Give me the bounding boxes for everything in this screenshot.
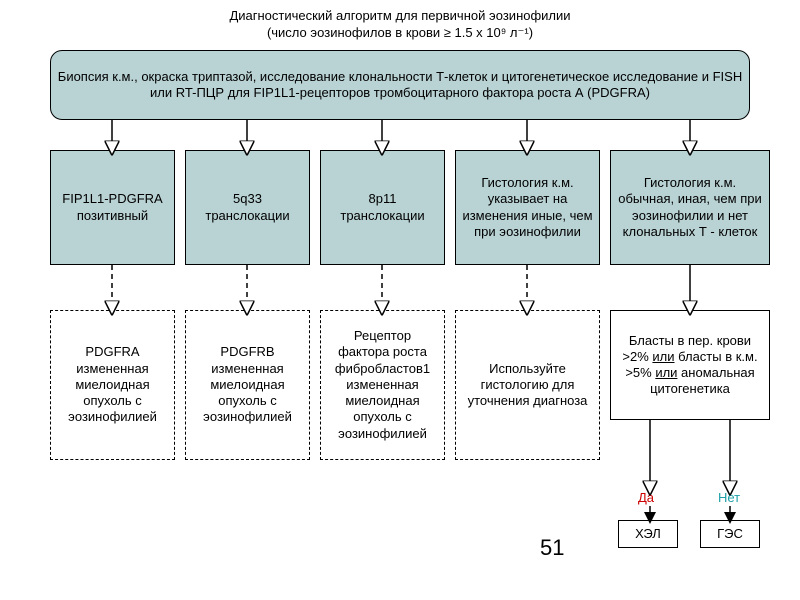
final-no-text: ГЭС xyxy=(717,526,743,542)
page-number: 51 xyxy=(540,535,564,561)
title-line2: (число эозинофилов в крови ≥ 1.5 x 10⁹ л… xyxy=(0,25,800,42)
mid-box-3: 8p11 транслокации xyxy=(320,150,445,265)
leaf-box-5: Бласты в пер. крови >2% или бласты в к.м… xyxy=(610,310,770,420)
mid-text-5: Гистология к.м. обычная, иная, чем при э… xyxy=(617,175,763,240)
mid-text-1: FIP1L1-PDGFRA позитивный xyxy=(57,191,168,224)
leaf-text-1: PDGFRA измененная миелоидная опухоль с э… xyxy=(57,344,168,425)
top-step-box: Биопсия к.м., окраска триптазой, исследо… xyxy=(50,50,750,120)
leaf-text-2: PDGFRB измененная миелоидная опухоль с э… xyxy=(192,344,303,425)
diagram-title: Диагностический алгоритм для первичной э… xyxy=(0,0,800,46)
leaf-text-4: Используйте гистологию для уточнения диа… xyxy=(462,361,593,410)
leaf-box-3: Рецептор фактора роста фибробластов1 изм… xyxy=(320,310,445,460)
title-line1: Диагностический алгоритм для первичной э… xyxy=(0,8,800,25)
mid-text-3: 8p11 транслокации xyxy=(327,191,438,224)
yes-label: Да xyxy=(638,490,654,505)
leaf-box-4: Используйте гистологию для уточнения диа… xyxy=(455,310,600,460)
final-yes-text: ХЭЛ xyxy=(635,526,661,542)
mid-box-5: Гистология к.м. обычная, иная, чем при э… xyxy=(610,150,770,265)
leaf-box-1: PDGFRA измененная миелоидная опухоль с э… xyxy=(50,310,175,460)
leaf-text-3: Рецептор фактора роста фибробластов1 изм… xyxy=(327,328,438,442)
mid-text-4: Гистология к.м. указывает на изменения и… xyxy=(462,175,593,240)
leaf-box-2: PDGFRB измененная миелоидная опухоль с э… xyxy=(185,310,310,460)
final-yes-box: ХЭЛ xyxy=(618,520,678,548)
top-step-text: Биопсия к.м., окраска триптазой, исследо… xyxy=(57,69,743,102)
mid-box-4: Гистология к.м. указывает на изменения и… xyxy=(455,150,600,265)
mid-box-2: 5q33 транслокации xyxy=(185,150,310,265)
mid-text-2: 5q33 транслокации xyxy=(192,191,303,224)
final-no-box: ГЭС xyxy=(700,520,760,548)
leaf-text-5: Бласты в пер. крови >2% или бласты в к.м… xyxy=(617,333,763,398)
no-label: Нет xyxy=(718,490,740,505)
mid-box-1: FIP1L1-PDGFRA позитивный xyxy=(50,150,175,265)
